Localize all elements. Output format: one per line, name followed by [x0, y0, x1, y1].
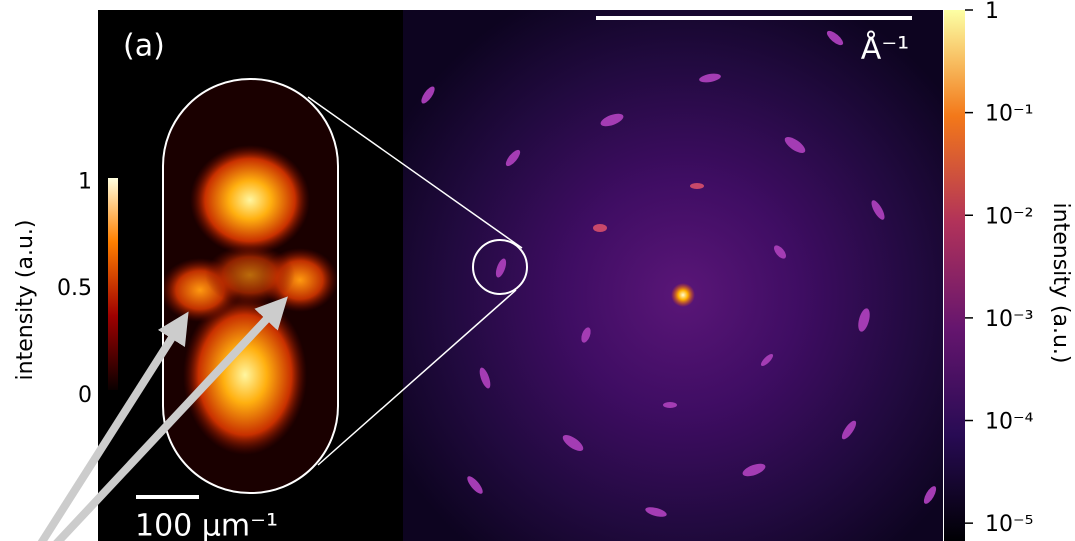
figure: Å⁻¹ (a) 100 µm⁻¹ intensity (a.u.) intens… — [0, 0, 1075, 541]
tick-label: 10⁻¹ — [985, 102, 1033, 127]
tick-label: 0 — [78, 383, 92, 408]
inset-scale-bar-label: 100 µm⁻¹ — [135, 509, 278, 541]
tick-label: 10⁻⁵ — [985, 512, 1033, 537]
panel-label: (a) — [123, 29, 165, 64]
central-beam — [671, 283, 695, 307]
tick-label: 1 — [78, 169, 92, 194]
inset-colorbar — [108, 178, 118, 390]
tick-label: 1 — [985, 0, 999, 24]
main-colorbar — [944, 10, 965, 541]
scale-bar-label: Å⁻¹ — [861, 31, 909, 67]
tick-label: 10⁻⁴ — [985, 410, 1034, 435]
diffraction-pattern — [403, 10, 943, 541]
inset-colorbar-label: intensity (a.u.) — [13, 220, 38, 381]
inset-image — [160, 79, 338, 493]
main-colorbar-label: intensity (a.u.) — [1048, 203, 1073, 364]
tick-label: 10⁻³ — [985, 307, 1033, 332]
tick-label: 10⁻² — [985, 204, 1033, 229]
tick-label: 0.5 — [57, 276, 92, 301]
